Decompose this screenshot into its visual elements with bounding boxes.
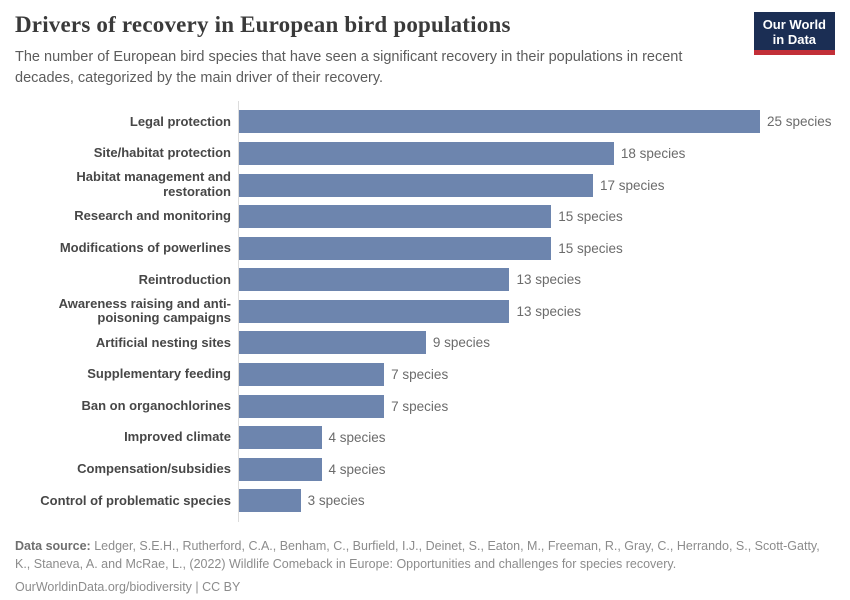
bar-chart: Legal protection 25 species Site/habitat p… — [15, 101, 835, 522]
chart-footer: Data source: Ledger, S.E.H., Rutherford,… — [15, 538, 833, 597]
data-source-text: Ledger, S.E.H., Rutherford, C.A., Benham… — [15, 538, 820, 571]
chart-row: Research and monitoring 15 species — [15, 201, 835, 233]
bar[interactable] — [238, 268, 510, 292]
bar[interactable] — [238, 331, 426, 355]
value-label: 17 species — [599, 177, 665, 193]
owid-logo: Our World in Data — [753, 12, 835, 55]
category-label: Compensation/subsidies — [77, 461, 231, 477]
chart-row: Compensation/subsidies 4 species — [15, 454, 835, 486]
owid-url: OurWorldinData.org/biodiversity — [15, 580, 192, 595]
bar-track: 18 species — [238, 138, 835, 170]
bar[interactable] — [238, 110, 760, 134]
category-label: Awareness raising and anti-poisoning cam… — [58, 295, 231, 326]
owid-logo-line2: in Data — [772, 32, 817, 47]
license-label: CC BY — [202, 580, 241, 595]
chart-row: Legal protection 25 species — [15, 106, 835, 138]
data-source-label: Data source: — [15, 538, 91, 553]
value-label: 13 species — [516, 303, 581, 319]
chart-row: Awareness raising and anti-poisoning cam… — [15, 296, 835, 328]
bar[interactable] — [238, 141, 614, 165]
chart-row: Ban on organochlorines 7 species — [15, 390, 835, 422]
data-source-line: Data source: Ledger, S.E.H., Rutherford,… — [15, 538, 833, 574]
value-label: 7 species — [391, 367, 449, 383]
category-label: Improved climate — [124, 429, 231, 445]
bar-track: 15 species — [238, 201, 835, 233]
value-label: 3 species — [307, 493, 365, 509]
chart-row: Site/habitat protection 18 species — [15, 138, 835, 170]
bar[interactable] — [238, 236, 552, 260]
bar-track: 25 species — [238, 106, 835, 138]
bar-track: 4 species — [238, 454, 835, 486]
attribution-line: OurWorldinData.org/biodiversity | CC BY — [15, 579, 833, 597]
chart-subtitle: The number of European bird species that… — [15, 49, 683, 87]
value-label: 18 species — [620, 145, 686, 161]
value-label: 13 species — [516, 272, 581, 288]
value-label: 15 species — [558, 240, 623, 256]
bar-track: 7 species — [238, 359, 835, 391]
category-label: Modifications of powerlines — [59, 239, 231, 255]
bar[interactable] — [238, 205, 552, 229]
category-label: Ban on organochlorines — [81, 397, 231, 413]
category-label: Supplementary feeding — [87, 366, 231, 382]
chart-row: Control of problematic species 3 species — [15, 485, 835, 517]
bar-track: 15 species — [238, 232, 835, 264]
value-label: 4 species — [328, 430, 386, 446]
owid-logo-line1: Our World — [762, 17, 826, 32]
bar-track: 17 species — [238, 169, 835, 201]
category-label: Legal protection — [129, 113, 231, 129]
value-label: 4 species — [328, 461, 386, 477]
chart-row: Supplementary feeding 7 species — [15, 359, 835, 391]
bar[interactable] — [238, 426, 322, 450]
value-label: 25 species — [767, 114, 832, 130]
category-label: Control of problematic species — [40, 492, 231, 508]
category-label: Reintroduction — [138, 271, 231, 287]
chart-row: Modifications of powerlines 15 species — [15, 232, 835, 264]
bar-track: 13 species — [238, 296, 835, 328]
category-label: Research and monitoring — [74, 208, 231, 224]
bar[interactable] — [238, 457, 322, 481]
value-label: 7 species — [391, 398, 449, 414]
value-label: 15 species — [558, 209, 623, 225]
bar-track: 4 species — [238, 422, 835, 454]
bar[interactable] — [238, 394, 385, 418]
value-label: 9 species — [432, 335, 490, 351]
bar[interactable] — [238, 363, 385, 387]
footer-separator: | — [191, 580, 203, 595]
page-title: Drivers of recovery in European bird pop… — [15, 12, 511, 37]
chart-row: Habitat management and restoration 17 spe… — [15, 169, 835, 201]
bar-track: 13 species — [238, 264, 835, 296]
bar-track: 7 species — [238, 390, 835, 422]
bar[interactable] — [238, 173, 593, 197]
bar-track: 3 species — [238, 485, 835, 517]
chart-row: Improved climate 4 species — [15, 422, 835, 454]
bar[interactable] — [238, 489, 301, 513]
category-label: Site/habitat protection — [93, 145, 231, 161]
chart-row: Artificial nesting sites 9 species — [15, 327, 835, 359]
category-label: Artificial nesting sites — [95, 334, 231, 350]
bar-track: 9 species — [238, 327, 835, 359]
category-label: Habitat management and restoration — [76, 169, 231, 200]
bar[interactable] — [238, 299, 510, 323]
chart-row: Reintroduction 13 species — [15, 264, 835, 296]
